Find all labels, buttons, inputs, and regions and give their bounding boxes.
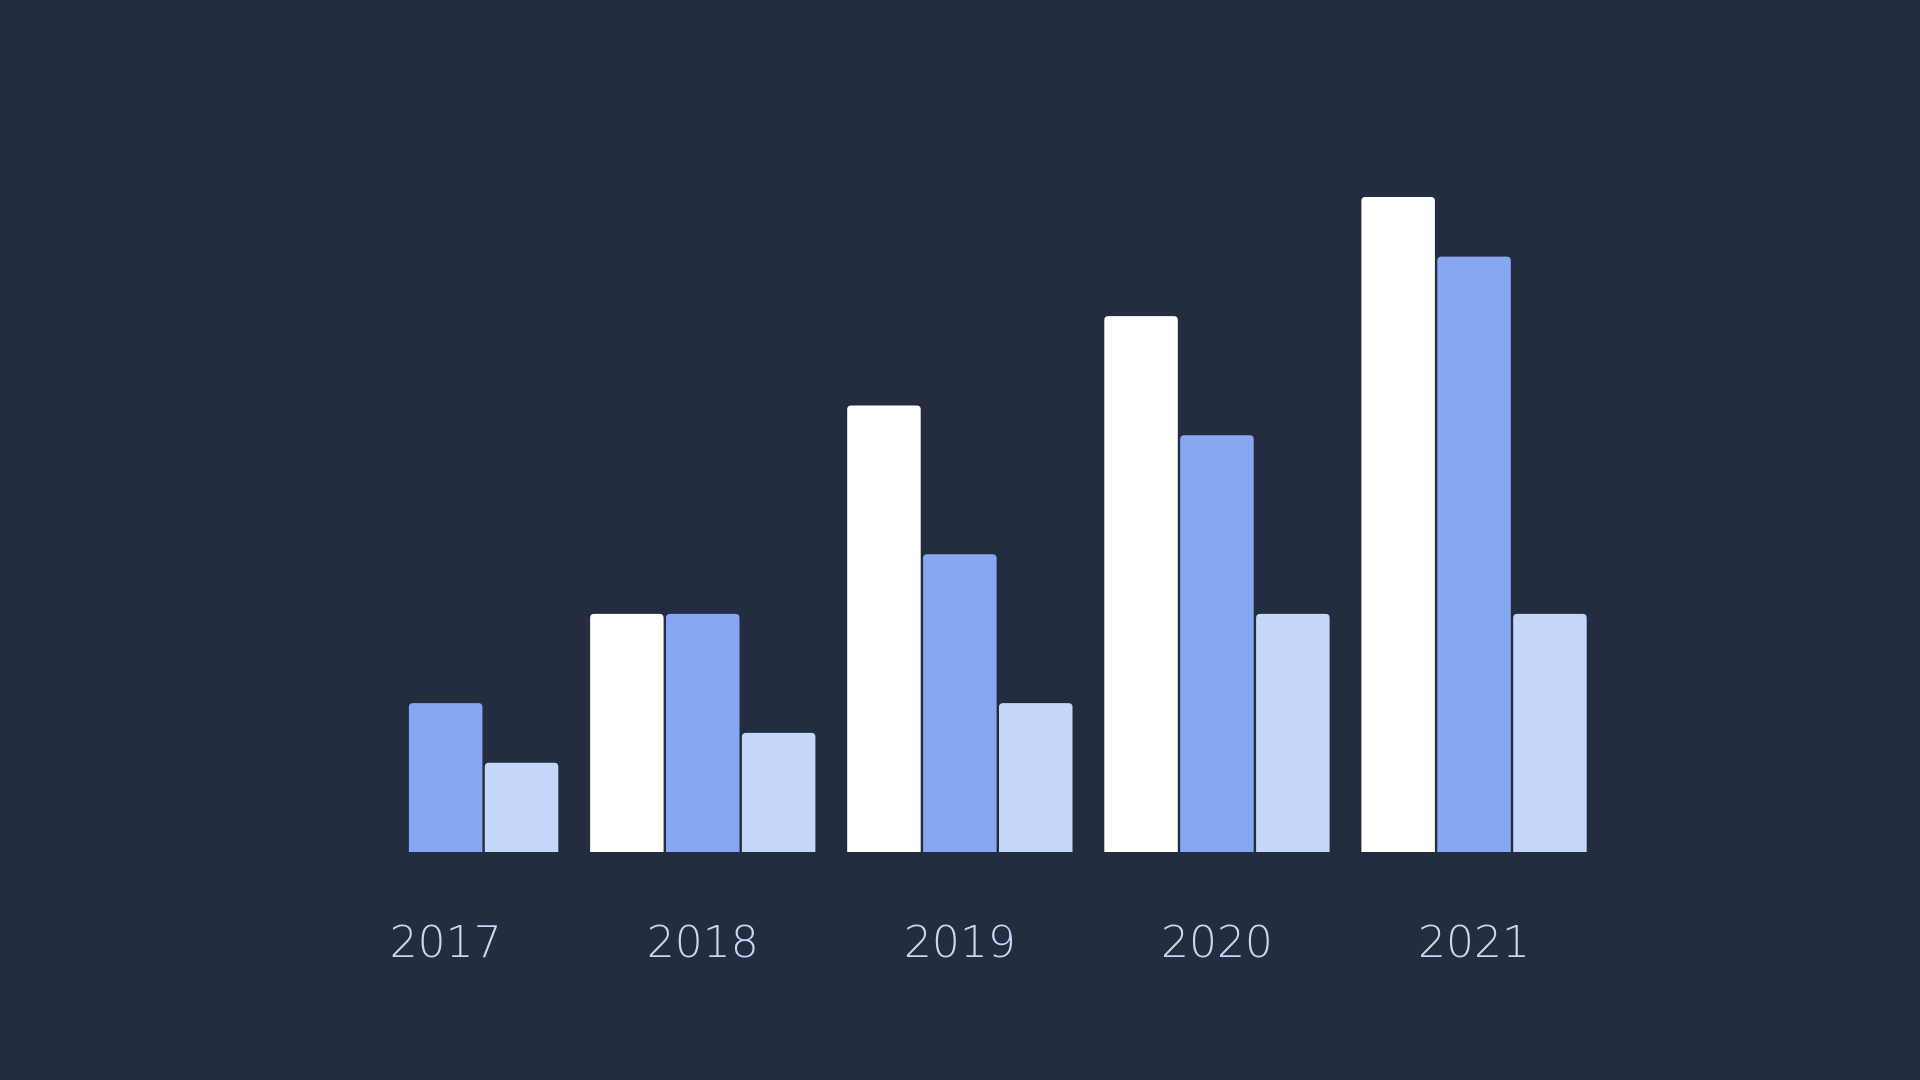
- bar: [1513, 613, 1587, 852]
- bar: [1361, 197, 1435, 852]
- x-tick-label: 2020: [1161, 917, 1273, 968]
- x-tick-label: 2018: [647, 917, 759, 968]
- x-tick-label: 2021: [1418, 917, 1530, 968]
- bar: [1180, 435, 1254, 852]
- bar: [408, 703, 483, 852]
- bar: [1104, 316, 1178, 852]
- bar: [923, 554, 997, 852]
- bar: [590, 613, 664, 852]
- bar: [1256, 613, 1330, 852]
- bar: [666, 613, 740, 852]
- bar: [1437, 256, 1511, 853]
- bar: [741, 732, 816, 852]
- bar: [847, 405, 921, 852]
- x-tick-label: 2017: [390, 917, 502, 968]
- x-tick-label: 2019: [904, 917, 1016, 968]
- bar: [484, 762, 559, 852]
- bar: [999, 703, 1073, 852]
